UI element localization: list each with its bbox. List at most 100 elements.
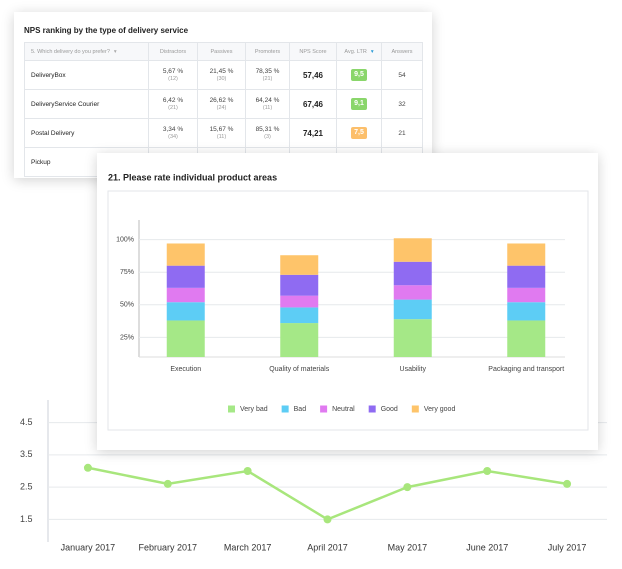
bar-segment — [393, 319, 432, 357]
legend-swatch — [320, 405, 328, 413]
bar-segment — [393, 261, 432, 286]
x-tick-label: February 2017 — [139, 542, 198, 552]
count: (11) — [262, 105, 273, 111]
line-point — [83, 463, 92, 472]
passives-cell: 26,62 % (24) — [197, 89, 246, 119]
bar-segment — [166, 320, 205, 357]
table-row: DeliveryBox 5,67 % (12) 21,45 % (30) 78,35 %(… — [24, 60, 423, 90]
x-tick-label: Quality of materials — [269, 366, 329, 373]
header-label: Promoters — [254, 48, 281, 55]
bar-segment — [393, 238, 432, 262]
line-path — [87, 466, 568, 521]
y-tick-label: 2.5 — [20, 482, 33, 492]
bar-segment — [507, 320, 546, 357]
bar-segment — [393, 285, 432, 300]
legend-label: Very good — [424, 406, 456, 413]
bar-segment — [166, 287, 205, 303]
bar-segment — [507, 243, 546, 266]
x-tick-label: January 2017 — [61, 542, 116, 552]
header-label: 5. Which delivery do you prefer? — [31, 48, 110, 55]
ltr-badge: 9,1 — [351, 98, 367, 110]
y-tick-label: 100% — [116, 236, 134, 243]
header-label: Avg. LTR — [344, 48, 367, 55]
ltr-badge: 9,5 — [351, 69, 367, 81]
x-tick-label: July 2017 — [548, 542, 587, 552]
answers-cell: 21 — [381, 118, 423, 148]
count: (11) — [216, 134, 227, 140]
x-tick-label: Usability — [400, 366, 427, 373]
percent: 85,31 % — [255, 126, 280, 133]
line-point — [563, 479, 572, 488]
legend-label: Good — [381, 406, 398, 413]
ltr-cell: 9,5 — [336, 60, 382, 90]
column-header: NPS Score — [289, 42, 337, 61]
answers-cell: 54 — [381, 60, 423, 90]
x-tick-label: Packaging and transport — [488, 366, 564, 373]
y-tick-label: 50% — [120, 302, 134, 309]
bar-segment — [166, 302, 205, 321]
line-point — [403, 483, 412, 492]
bar-segment — [166, 243, 205, 266]
legend-swatch — [368, 405, 376, 413]
percent: 26,62 % — [209, 97, 234, 104]
dropdown-icon: ▾ — [113, 48, 117, 55]
bar-segment — [280, 295, 319, 308]
bar-segment — [280, 307, 319, 324]
column-header: Answers — [381, 42, 423, 61]
percent: 3,34 % — [162, 126, 184, 133]
table-row: Postal Delivery 3,34 % (34) 15,67 % (11) 85,3… — [24, 118, 423, 148]
y-tick-label: 25% — [120, 334, 134, 341]
bar-segment — [280, 255, 319, 275]
x-tick-label: Execution — [170, 366, 201, 373]
y-tick-label: 1.5 — [20, 514, 33, 524]
legend-label: Neutral — [332, 406, 355, 413]
plot-frame — [107, 190, 589, 431]
x-tick-label: June 2017 — [466, 542, 508, 552]
header-label: Distractors — [159, 48, 187, 55]
bar-segment — [280, 323, 319, 357]
passives-cell: 21,45 % (30) — [197, 60, 246, 90]
column-header: Distractors — [148, 42, 198, 61]
promoters-cell: 85,31 % (3) — [245, 118, 290, 148]
delivery-name: DeliveryService Courier — [24, 89, 149, 119]
passives-cell: 15,67 % (11) — [197, 118, 246, 148]
header-label: Answers — [391, 48, 413, 55]
answers: 54 — [398, 71, 406, 79]
answers: 21 — [398, 129, 406, 137]
bar-segment — [166, 265, 205, 288]
table-title: NPS ranking by the type of delivery serv… — [24, 26, 189, 35]
promoters-cell: 78,35 % (21) — [245, 60, 290, 90]
ltr-cell: 7,5 — [336, 118, 382, 148]
line-point — [483, 467, 492, 475]
delivery-name: Postal Delivery — [24, 118, 149, 148]
distractors-cell: 3,34 % (34) — [148, 118, 198, 148]
chart-title: 21. Please rate individual product areas — [108, 172, 277, 182]
percent: 15,67 % — [209, 126, 234, 133]
percent: 6,42 % — [162, 97, 184, 104]
legend-label: Bad — [294, 406, 307, 413]
line-point — [243, 467, 252, 475]
bar-segment — [507, 265, 546, 288]
nps-cell: 67,46 — [289, 89, 337, 119]
ltr-badge: 7,5 — [351, 127, 367, 139]
y-tick-label: 4.5 — [20, 417, 33, 427]
count: (34) — [168, 134, 178, 140]
nps-cell: 74,21 — [289, 118, 337, 148]
distractors-cell: 5,67 % (12) — [148, 60, 198, 90]
x-tick-label: April 2017 — [307, 542, 348, 552]
legend-swatch — [411, 405, 419, 413]
ltr-cell: 9,1 — [336, 89, 382, 119]
header-label: NPS Score — [299, 48, 327, 55]
nps-cell: 57,46 — [289, 60, 337, 90]
delivery-name: DeliveryBox — [24, 60, 149, 90]
bar-segment — [280, 274, 319, 296]
bar-segment — [507, 287, 546, 303]
table-row: DeliveryService Courier 6,42 % (21) 26,62 %… — [24, 89, 423, 119]
answers-cell: 32 — [381, 89, 423, 119]
count: (21) — [262, 76, 273, 82]
legend-swatch — [228, 405, 235, 413]
promoters-cell: 64,24 % (11) — [245, 89, 290, 119]
line-point — [323, 515, 332, 524]
count: (3) — [264, 134, 271, 140]
column-header: Promoters — [245, 42, 290, 61]
